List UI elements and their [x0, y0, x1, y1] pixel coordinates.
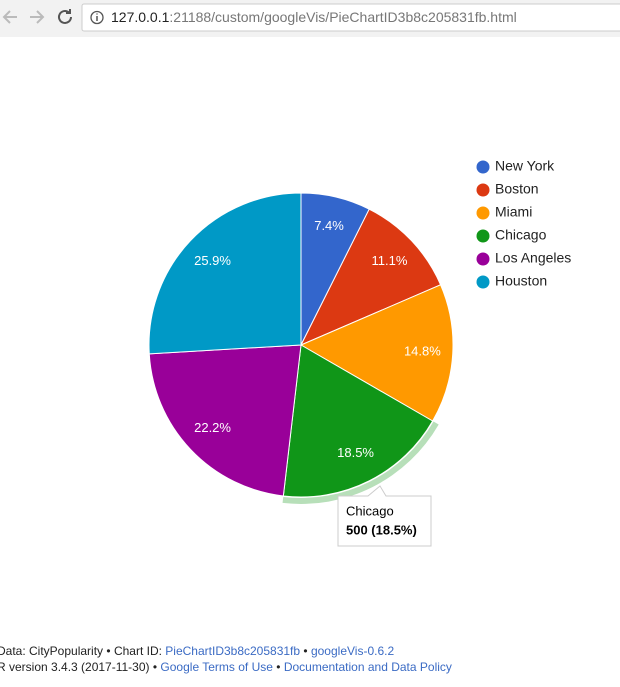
slice-label: 25.9%: [194, 253, 231, 268]
chart-id-label: Chart ID:: [113, 644, 162, 658]
r-version: R version 3.4.3 (2017-11-30): [0, 660, 150, 674]
legend-label: Los Angeles: [495, 250, 571, 266]
footer-line: Data: CityPopularity • Chart ID: PieChar…: [0, 643, 452, 659]
policy-link[interactable]: Documentation and Data Policy: [283, 660, 452, 674]
legend-swatch: [476, 183, 490, 197]
legend-label: Miami: [495, 204, 532, 220]
pie: 7.4% 11.1% 14.8% 18.5% 22.2% 25.9%: [148, 192, 454, 504]
legend: New York Boston Miami Chicago Los Angeles Hou…: [476, 158, 571, 289]
legend-swatch: [476, 206, 490, 220]
tooltip-title: Chicago: [346, 503, 394, 518]
slice: [148, 344, 302, 497]
chart: 127.0.0.1:21188/custom/googleVis/PieChar…: [0, 0, 620, 547]
legend-label: Chicago: [495, 227, 547, 243]
url: 127.0.0.1:21188/custom/googleVis/PieChar…: [111, 9, 517, 25]
info-icon[interactable]: [90, 10, 104, 25]
tooltip-value: 500 (18.5%): [346, 522, 417, 537]
legend-swatch: [476, 252, 490, 266]
address-bar[interactable]: [81, 3, 620, 32]
slice-label: 14.8%: [404, 344, 441, 359]
slice: [282, 344, 434, 498]
slice-label: 11.1%: [371, 253, 407, 268]
slice-label: 7.4%: [314, 218, 344, 233]
url-host: 127.0.0.1: [111, 9, 170, 25]
slice-highlight: [282, 421, 439, 504]
legend-label: Houston: [495, 273, 547, 289]
slice: [299, 208, 442, 347]
slice-label: 18.5%: [337, 445, 374, 460]
slice: [299, 284, 454, 422]
chart-id-link[interactable]: PieChartID3b8c205831fb: [165, 644, 301, 658]
separator: •: [106, 644, 111, 658]
separator: •: [303, 644, 308, 658]
version-link[interactable]: googleVis-0.6.2: [310, 644, 395, 658]
legend-swatch: [476, 229, 490, 243]
legend-label: Boston: [495, 181, 539, 197]
footer: Data: CityPopularity • Chart ID: PieChar…: [0, 643, 452, 675]
footer-line: R version 3.4.3 (2017-11-30) • Google Te…: [0, 659, 452, 675]
separator: •: [152, 660, 158, 674]
data-label: Data: CityPopularity: [0, 644, 104, 658]
slice-label: 22.2%: [194, 420, 231, 435]
slice: [148, 192, 302, 355]
separator: •: [276, 660, 281, 674]
tooltip-box: [337, 485, 432, 547]
tooltip: Chicago 500 (18.5%): [337, 485, 432, 547]
back-button[interactable]: [2, 10, 17, 24]
url-path: :21188/custom/googleVis/PieChartID3b8c20…: [169, 9, 516, 25]
reload-button[interactable]: [58, 9, 72, 24]
terms-link[interactable]: Google Terms of Use: [160, 660, 273, 674]
forward-button[interactable]: [30, 10, 45, 24]
legend-label: New York: [495, 158, 555, 174]
legend-swatch: [476, 275, 490, 289]
legend-swatch: [476, 160, 490, 174]
